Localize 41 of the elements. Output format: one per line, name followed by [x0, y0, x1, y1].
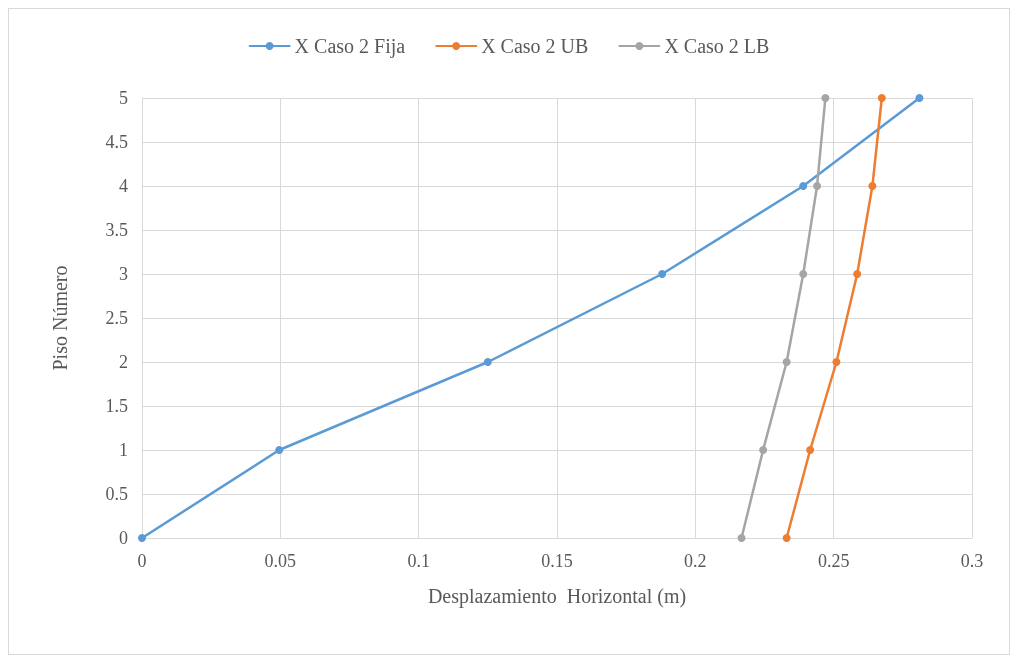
y-tick-label: 5 — [119, 88, 128, 108]
x-tick-label: 0.1 — [407, 551, 430, 571]
point — [799, 270, 808, 278]
point — [737, 534, 746, 542]
y-tick-label: 0 — [119, 528, 128, 548]
x-axis-title: Desplazamiento Horizontal (m) — [427, 585, 687, 608]
point — [275, 446, 284, 454]
legend-label: X Caso 2 LB — [664, 35, 770, 57]
y-tick-label: 4.5 — [105, 132, 128, 152]
y-tick-label: 4 — [119, 176, 128, 196]
x-tick-label: 0.2 — [684, 551, 707, 571]
y-tick-label: 0.5 — [105, 484, 128, 504]
point — [877, 94, 886, 102]
y-tick-label: 3 — [119, 264, 128, 284]
point — [782, 358, 791, 366]
point — [832, 358, 841, 366]
x-tick-label: 0.15 — [541, 551, 573, 571]
point — [915, 94, 924, 102]
y-tick-label: 2.5 — [105, 308, 128, 328]
point — [799, 182, 808, 190]
point — [658, 270, 667, 278]
y-tick-label: 1 — [119, 440, 128, 460]
y-axis-title: Piso Número — [49, 265, 71, 371]
point — [813, 182, 822, 190]
x-tick-label: 0 — [137, 551, 147, 571]
y-tick-label: 1.5 — [105, 396, 128, 416]
point — [821, 94, 830, 102]
legend-label: X Caso 2 Fija — [294, 35, 406, 58]
point — [806, 446, 815, 454]
x-tick-label: 0.25 — [817, 551, 850, 571]
legend-label: X Caso 2 UB — [481, 35, 589, 57]
point — [138, 534, 146, 542]
x-tick-label: 0.05 — [264, 551, 297, 571]
y-tick-label: 2 — [119, 352, 128, 372]
point — [483, 358, 492, 366]
y-tick-label: 3.5 — [105, 220, 128, 240]
point — [853, 270, 862, 278]
x-tick-label: 0.3 — [960, 551, 984, 571]
point — [759, 446, 768, 454]
point — [782, 534, 791, 542]
point — [868, 182, 877, 190]
